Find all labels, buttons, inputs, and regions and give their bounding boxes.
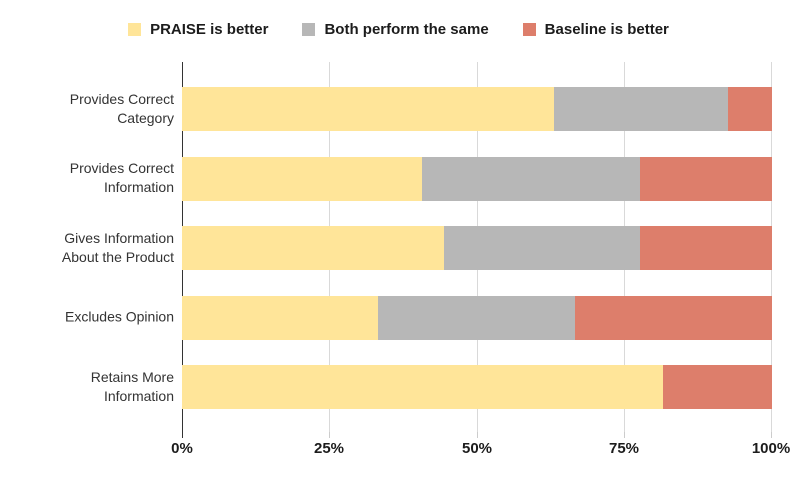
legend-item-both-same: Both perform the same: [302, 21, 489, 38]
bar-segment: [728, 87, 772, 131]
bar-segment: [182, 365, 663, 409]
legend-item-baseline: Baseline is better: [522, 21, 669, 38]
bars: [182, 62, 772, 432]
legend-swatch-gray: [302, 23, 316, 36]
bar-segment: [182, 87, 554, 131]
axis-tick-0: [182, 432, 183, 438]
legend-label: Baseline is better: [544, 21, 669, 38]
axis-tick-50: [477, 432, 478, 438]
bar-segment: [182, 226, 444, 270]
x-axis: 0% 25% 50% 75% 100%: [171, 440, 790, 460]
bar-row: [182, 365, 772, 409]
bar-segment: [182, 156, 423, 201]
bar-segment: [662, 365, 772, 409]
bar-segment: [640, 226, 772, 270]
x-tick-label: 100%: [751, 440, 791, 457]
x-tick-label: 25%: [313, 440, 345, 457]
x-tick-label: 50%: [461, 440, 493, 457]
category-label: Excludes Opinion: [65, 308, 174, 325]
plot-area: [182, 62, 772, 438]
legend-swatch-red: [522, 23, 536, 36]
axis-tick-25: [329, 432, 330, 438]
legend-label: PRAISE is better: [150, 21, 269, 38]
legend-item-praise: PRAISE is better: [128, 21, 268, 38]
bar-segment: [640, 156, 772, 201]
bar-segment: [182, 295, 379, 340]
x-tick-label: 0%: [171, 440, 193, 457]
category-label: Provides Correct Information: [69, 159, 174, 195]
bar-segment: [443, 226, 641, 270]
category-label: Retains More Information: [90, 368, 174, 404]
axis-tick-75: [624, 432, 625, 438]
bar-row: [182, 156, 772, 201]
bar-segment: [574, 295, 772, 340]
bar-row: [182, 87, 772, 131]
bar-segment: [378, 295, 575, 340]
category-axis: Provides Correct Category Provides Corre…: [0, 0, 174, 487]
bar-row: [182, 295, 772, 340]
legend-swatch-yellow: [128, 23, 142, 36]
bar-segment: [422, 156, 641, 201]
bar-row: [182, 226, 772, 270]
legend-label: Both perform the same: [324, 21, 489, 38]
x-tick-label: 75%: [608, 440, 640, 457]
axis-tick-100: [771, 432, 772, 438]
category-label: Provides Correct Category: [69, 90, 174, 126]
category-label: Gives Information About the Product: [61, 229, 174, 265]
chart-legend: PRAISE is better Both perform the same B…: [0, 21, 797, 38]
bar-segment: [553, 87, 729, 131]
